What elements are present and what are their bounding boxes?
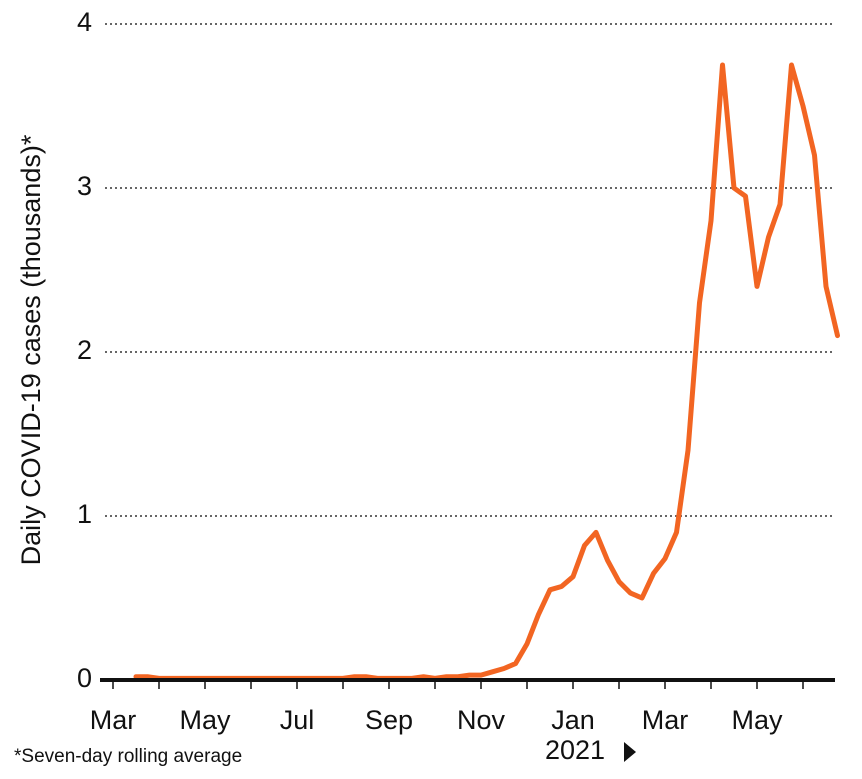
y-tick-label: 1 xyxy=(77,499,92,529)
y-tick-label: 2 xyxy=(77,335,92,365)
x-tick-label: May xyxy=(179,705,231,735)
x-tick-label: Jan xyxy=(551,705,595,735)
x-tick-label: Mar xyxy=(642,705,689,735)
y-tick-label: 4 xyxy=(77,7,92,37)
year-annotation: 2021 xyxy=(545,735,605,765)
x-tick-label: Sep xyxy=(365,705,413,735)
x-tick-label: Mar xyxy=(90,705,137,735)
x-tick-label: May xyxy=(731,705,783,735)
y-axis-label: Daily COVID-19 cases (thousands)* xyxy=(16,134,46,565)
footnote: *Seven-day rolling average xyxy=(14,746,242,767)
arrow xyxy=(624,742,636,762)
y-tick-label: 3 xyxy=(77,171,92,201)
x-tick-label: Nov xyxy=(457,705,506,735)
y-tick-label: 0 xyxy=(77,663,92,693)
data-line xyxy=(133,62,840,681)
x-tick-label: Jul xyxy=(280,705,315,735)
